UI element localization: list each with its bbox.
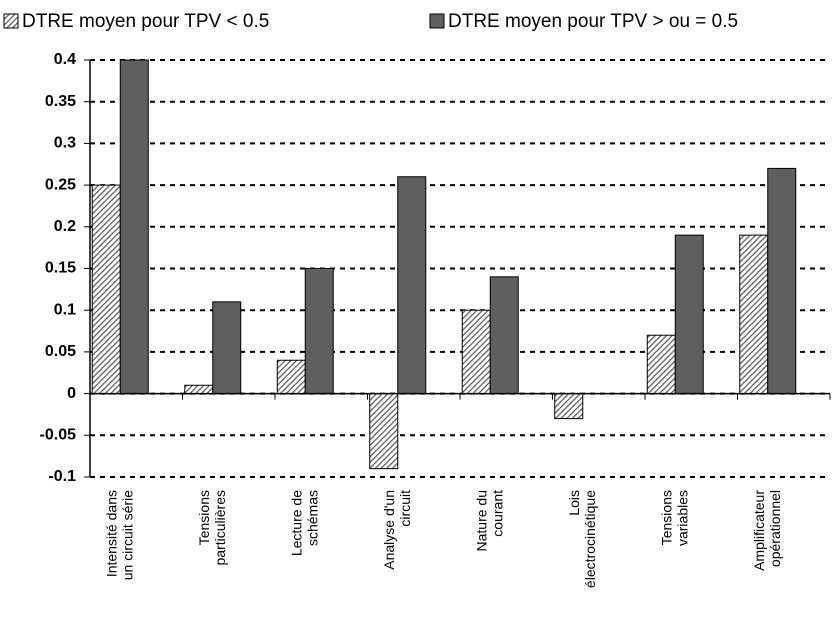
x-tick-label: Tensionsparticulières <box>195 490 227 565</box>
x-tick-label: Analyse d'uncircuit <box>380 490 412 570</box>
y-tick-label: 0 <box>67 385 76 402</box>
bar <box>739 234 769 395</box>
bar <box>554 393 584 420</box>
y-tick-label: 0.35 <box>45 93 76 110</box>
bar <box>646 334 676 395</box>
y-tick-label: 0.1 <box>54 301 76 318</box>
y-tick-label: -0.05 <box>40 427 77 444</box>
bar <box>461 309 491 395</box>
y-tick-label: 0.15 <box>45 260 76 277</box>
y-tick-label: 0.05 <box>45 343 76 360</box>
legend-label: DTRE moyen pour TPV > ou = 0.5 <box>448 11 738 32</box>
bar <box>767 167 797 395</box>
x-tick-label: Intensité dansun circuit série <box>103 490 135 580</box>
x-tick-label: Loisélectrocinétique <box>565 490 597 588</box>
y-tick-label: 0.4 <box>54 51 76 68</box>
y-tick-label: 0.25 <box>45 176 76 193</box>
bar <box>184 384 214 395</box>
bar <box>119 59 149 395</box>
legend-swatch <box>429 13 445 29</box>
bar <box>212 301 242 395</box>
y-tick-label: -0.1 <box>48 468 76 485</box>
bar <box>369 393 399 470</box>
legend-label: DTRE moyen pour TPV < 0.5 <box>22 11 269 32</box>
x-tick-label: Lecture deschémas <box>288 490 320 556</box>
x-tick-label: Nature ducourant <box>473 490 505 552</box>
x-tick-label: Amplificateuropérationnel <box>750 490 782 571</box>
x-tick-label: Tensionsvariables <box>658 490 690 546</box>
bar <box>276 359 306 395</box>
y-tick-label: 0.2 <box>54 218 76 235</box>
bar <box>91 184 121 395</box>
bar <box>674 234 704 395</box>
y-tick-label: 0.3 <box>54 135 76 152</box>
bar <box>397 176 427 395</box>
bar <box>304 268 334 395</box>
bar <box>489 276 519 395</box>
legend-swatch <box>3 13 19 29</box>
